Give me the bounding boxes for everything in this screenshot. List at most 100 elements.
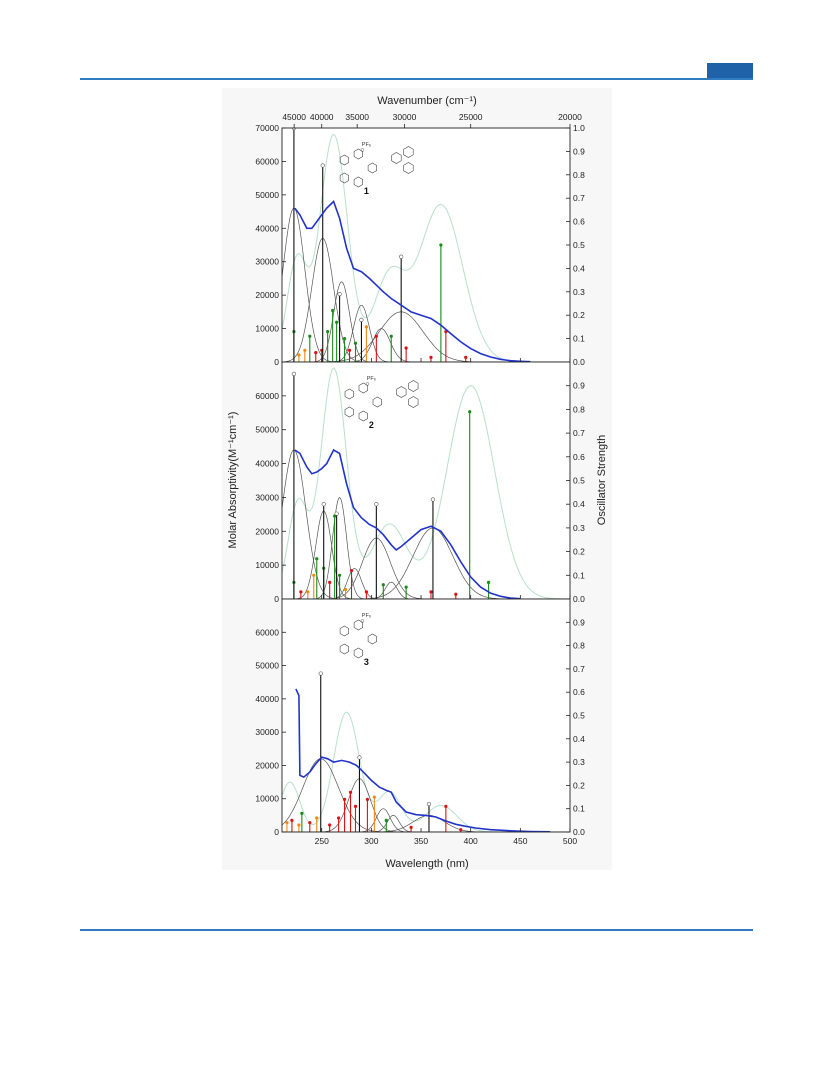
major-transition-marker	[318, 671, 323, 676]
major-transition-marker	[357, 755, 362, 760]
y-tick-label: 70000	[255, 123, 279, 133]
top-axis-title: Wavenumber (cm⁻¹)	[377, 95, 477, 107]
y2-tick-label: 0.2	[573, 780, 585, 790]
top-axis-tick-label: 25000	[459, 112, 483, 122]
y2-tick-label: 0.9	[573, 146, 585, 156]
y2-tick-label: 0.0	[573, 357, 585, 367]
minor-transition-marker	[349, 568, 354, 573]
y2-tick-label: 0.1	[573, 804, 585, 814]
y-tick-label: 30000	[255, 492, 279, 502]
gaussian-component	[282, 496, 570, 599]
y2-axis-title: Oscillator Strength	[596, 435, 608, 525]
computed-spectrum-line	[282, 367, 570, 599]
compound-label: 1	[364, 186, 369, 196]
x-tick-label: 300	[364, 836, 378, 846]
y2-tick-label: 0.2	[573, 547, 585, 557]
ring-shape	[391, 152, 402, 164]
minor-transition-marker	[353, 341, 358, 345]
major-transition-marker	[426, 801, 432, 807]
y2-tick-label: 0.6	[573, 687, 585, 697]
footer-rule	[80, 929, 753, 931]
y2-tick-label: 0.5	[573, 240, 585, 250]
ring-shape	[339, 643, 349, 655]
major-transition-marker	[321, 502, 326, 507]
y2-tick-label: 1.0	[573, 123, 585, 133]
major-transition-marker	[359, 317, 364, 322]
panel-2: 0 10000 20000 30000 40000 50000 60000 0.0 0.1 0.2…	[255, 361, 585, 604]
top-axis-tick-label: 30000	[393, 112, 417, 122]
major-transition-marker	[320, 163, 325, 168]
y2-tick-label: 0.8	[573, 404, 585, 414]
counterion-label: PF₆	[362, 613, 371, 619]
minor-transition-marker	[342, 797, 347, 801]
ring-shape	[408, 396, 419, 408]
panel-traces	[282, 671, 570, 832]
ring-shape	[358, 382, 368, 394]
experimental-spectrum-line	[295, 688, 551, 832]
y2-tick-label: 0.8	[573, 641, 585, 651]
minor-transition-marker	[337, 816, 341, 820]
minor-transition-marker	[328, 580, 332, 585]
y-tick-label: 10000	[255, 794, 279, 804]
ring-shape	[353, 619, 363, 631]
y-tick-label: 50000	[255, 661, 279, 671]
panel-plot-area	[282, 128, 570, 362]
ring-shape	[408, 380, 419, 392]
minor-transition-marker	[331, 308, 335, 313]
y-tick-label: 10000	[255, 324, 279, 334]
minor-transition-marker	[308, 334, 312, 338]
major-transition-marker	[399, 254, 404, 259]
counterion-label: PF₆	[367, 376, 376, 382]
y-tick-label: 50000	[255, 190, 279, 200]
y-tick-label: 40000	[255, 459, 279, 469]
top-axis-tick-label: 45000	[282, 112, 306, 122]
y2-tick-label: 0.0	[573, 827, 585, 837]
y-tick-label: 40000	[255, 694, 279, 704]
minor-transition-marker	[486, 580, 491, 585]
y-tick-label: 60000	[255, 156, 279, 166]
ring-shape	[353, 176, 363, 188]
y2-tick-label: 0.0	[573, 594, 585, 604]
y2-tick-label: 0.3	[573, 287, 585, 297]
ring-shape	[367, 162, 377, 174]
y2-tick-label: 0.3	[573, 523, 585, 533]
y-tick-label: 40000	[255, 223, 279, 233]
y-tick-label: 0	[274, 827, 279, 837]
compound-structure-3: PF₆ 3	[339, 613, 377, 667]
y-tick-label: 0	[274, 357, 279, 367]
y2-tick-label: 0.8	[573, 170, 585, 180]
x-tick-label: 250	[315, 836, 329, 846]
minor-transition-marker	[364, 325, 369, 329]
top-axis-tick-label: 40000	[310, 112, 334, 122]
ring-shape	[344, 388, 354, 400]
y2-tick-label: 0.1	[573, 570, 585, 580]
y2-tick-label: 0.5	[573, 711, 585, 721]
minor-transition-marker	[338, 573, 342, 577]
compound-label: 3	[364, 657, 369, 667]
y-tick-label: 20000	[255, 526, 279, 536]
minor-transition-marker	[342, 337, 347, 341]
compound-label: 2	[369, 420, 374, 430]
y-axis-title: Molar Absorptivity(M⁻¹cm⁻¹)	[227, 412, 239, 549]
ring-shape	[339, 625, 349, 637]
minor-transition-marker	[335, 320, 339, 324]
minor-transition-marker	[404, 585, 408, 589]
y-tick-label: 60000	[255, 391, 279, 401]
gaussian-component	[282, 281, 570, 362]
y-tick-label: 20000	[255, 290, 279, 300]
panel-traces	[282, 367, 570, 599]
experimental-spectrum-line	[294, 200, 531, 362]
y-tick-label: 60000	[255, 627, 279, 637]
minor-transition-marker	[347, 348, 352, 352]
minor-transition-marker	[326, 329, 330, 334]
header-rule	[80, 78, 753, 80]
gaussian-component	[282, 207, 570, 362]
y2-tick-label: 0.7	[573, 664, 585, 674]
gaussian-component	[282, 758, 570, 832]
minor-transition-marker	[315, 557, 319, 561]
minor-transition-marker	[353, 804, 358, 808]
ring-shape	[339, 172, 349, 184]
major-transition-marker	[374, 502, 379, 507]
minor-transition-marker	[404, 346, 408, 350]
gaussian-component	[282, 237, 570, 362]
